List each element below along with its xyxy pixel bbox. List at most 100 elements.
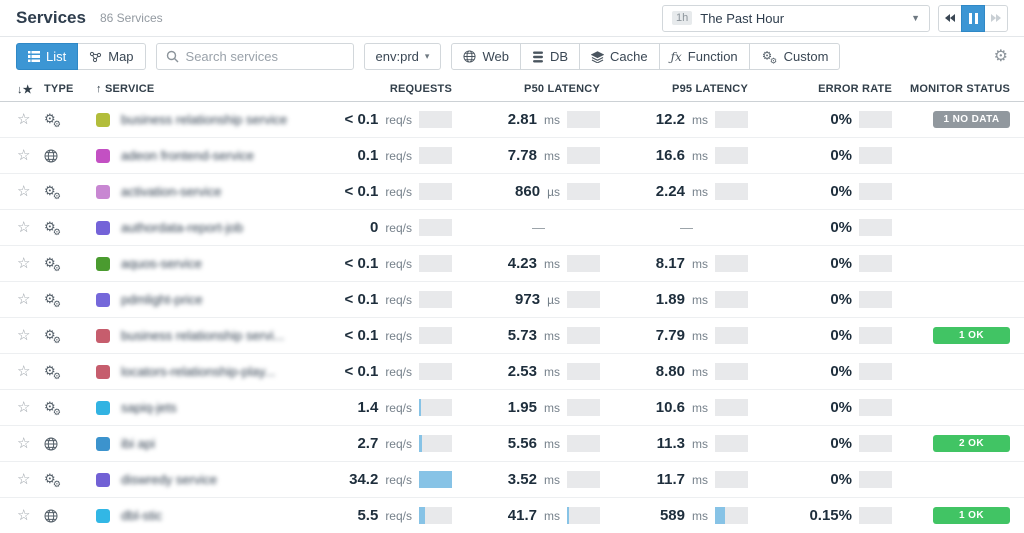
list-view-button[interactable]: List	[16, 43, 79, 70]
star-icon[interactable]: ☆	[17, 111, 31, 128]
map-view-button[interactable]: Map	[77, 43, 146, 70]
star-icon[interactable]: ☆	[17, 183, 31, 200]
service-name[interactable]: ibi api	[121, 436, 155, 451]
metric-value: 3.52	[507, 471, 537, 488]
pause-button[interactable]	[961, 4, 985, 32]
service-name[interactable]: activation-service	[121, 184, 222, 199]
service-name[interactable]: sapiq-jets	[121, 400, 177, 415]
search-icon	[166, 50, 179, 63]
column-favorite[interactable]: ↓★	[17, 83, 33, 96]
p50-latency-cell: 973 µs	[452, 291, 600, 308]
function-icon: ƒx	[670, 49, 682, 64]
metric-unit: ms	[692, 400, 708, 415]
filter-web-button[interactable]: Web	[451, 43, 521, 70]
star-icon[interactable]: ☆	[17, 471, 31, 488]
column-service[interactable]: ↑ SERVICE	[96, 83, 155, 95]
metric-unit: req/s	[385, 472, 412, 487]
service-cell[interactable]: ibi api	[96, 436, 300, 451]
service-name[interactable]: locators-relationship-play...	[121, 364, 276, 379]
service-cell[interactable]: diswredy service	[96, 472, 300, 487]
p95-latency-cell: 11.3 ms	[600, 435, 748, 452]
service-cell[interactable]: sapiq-jets	[96, 400, 300, 415]
search-input[interactable]	[185, 49, 344, 64]
table-row[interactable]: ☆ ⚙ ⚙ pdmlight-price < 0.1 req/s 973 µs 1.8…	[0, 282, 1024, 318]
metric-unit: req/s	[385, 292, 412, 307]
service-name[interactable]: pdmlight-price	[121, 292, 203, 307]
star-icon[interactable]: ☆	[17, 363, 31, 380]
table-row[interactable]: ☆ ⚙ ⚙ aquos-service < 0.1 req/s 4.23 ms 8.1…	[0, 246, 1024, 282]
table-row[interactable]: ☆ dbl-stic 5.5 req/s 41.7 ms 589 ms 0.15% 1…	[0, 498, 1024, 533]
table-row[interactable]: ☆ ⚙ ⚙ sapiq-jets 1.4 req/s 1.95 ms 10.6 ms 0…	[0, 390, 1024, 426]
metric-unit: ms	[544, 508, 560, 523]
star-icon[interactable]: ☆	[17, 255, 31, 272]
metric-sparkline	[567, 291, 600, 308]
star-icon[interactable]: ☆	[17, 147, 31, 164]
filter-db-button[interactable]: DB	[519, 43, 580, 70]
column-type[interactable]: TYPE	[44, 83, 74, 95]
column-monitor-status[interactable]: MONITOR STATUS	[910, 83, 1010, 95]
monitor-status-badge[interactable]: 1 OK	[933, 507, 1010, 524]
metric-unit: ms	[544, 400, 560, 415]
service-cell[interactable]: activation-service	[96, 184, 300, 199]
star-icon[interactable]: ☆	[17, 219, 31, 236]
settings-gear-icon[interactable]: ⚙	[993, 47, 1008, 65]
star-icon[interactable]: ☆	[17, 327, 31, 344]
time-back-button[interactable]	[938, 4, 962, 32]
service-name[interactable]: adeon frontend-service	[121, 148, 254, 163]
monitor-status-cell: 1 OK	[892, 327, 1024, 344]
metric-value: 41.7	[507, 507, 537, 524]
filter-db-label: DB	[549, 49, 568, 64]
column-p50-latency[interactable]: P50 LATENCY	[524, 83, 600, 95]
star-icon[interactable]: ☆	[17, 507, 31, 524]
column-error-rate[interactable]: ERROR RATE	[818, 83, 892, 95]
service-cell[interactable]: business relationship service	[96, 112, 300, 127]
star-icon[interactable]: ☆	[17, 435, 31, 452]
service-cell[interactable]: adeon frontend-service	[96, 148, 300, 163]
cogs-icon: ⚙ ⚙	[44, 110, 61, 129]
service-color-swatch	[96, 112, 110, 127]
favorite-cell: ☆	[0, 328, 44, 343]
metric-sparkline	[859, 399, 892, 416]
filter-custom-button[interactable]: ⚙ ⚙ Custom	[748, 43, 841, 70]
time-range-picker[interactable]: 1h The Past Hour ▼	[662, 4, 930, 32]
column-p95-latency[interactable]: P95 LATENCY	[672, 83, 748, 95]
service-name[interactable]: aquos-service	[121, 256, 202, 271]
table-row[interactable]: ☆ ⚙ ⚙ business relationship service < 0.1…	[0, 102, 1024, 138]
service-cell[interactable]: authordata-report-job	[96, 220, 300, 235]
filter-function-button[interactable]: ƒx Function	[658, 43, 750, 70]
p50-latency-cell: 7.78 ms	[452, 147, 600, 164]
table-row[interactable]: ☆ ⚙ ⚙ diswredy service 34.2 req/s 3.52 ms 1…	[0, 462, 1024, 498]
metric-value: 0%	[830, 147, 852, 164]
search-box[interactable]	[155, 43, 354, 70]
time-forward-button[interactable]	[984, 4, 1008, 32]
service-name[interactable]: business relationship service	[121, 112, 288, 127]
service-name[interactable]: diswredy service	[121, 472, 218, 487]
service-name[interactable]: business relationship servi...	[121, 328, 285, 343]
filter-cache-button[interactable]: Cache	[579, 43, 660, 70]
requests-cell: 34.2 req/s	[300, 471, 452, 488]
star-icon[interactable]: ☆	[17, 399, 31, 416]
service-name[interactable]: authordata-report-job	[121, 220, 244, 235]
service-cell[interactable]: dbl-stic	[96, 508, 300, 523]
table-row[interactable]: ☆ ibi api 2.7 req/s 5.56 ms 11.3 ms 0% 2 OK	[0, 426, 1024, 462]
column-requests[interactable]: REQUESTS	[389, 83, 452, 95]
table-row[interactable]: ☆ ⚙ ⚙ locators-relationship-play... < 0.1…	[0, 354, 1024, 390]
service-name[interactable]: dbl-stic	[121, 508, 163, 523]
star-icon[interactable]: ☆	[17, 291, 31, 308]
monitor-status-badge[interactable]: 1 NO DATA	[933, 111, 1010, 128]
service-cell[interactable]: aquos-service	[96, 256, 300, 271]
p95-latency-cell: 8.80 ms	[600, 363, 748, 380]
table-row[interactable]: ☆ adeon frontend-service 0.1 req/s 7.78 ms…	[0, 138, 1024, 174]
table-row[interactable]: ☆ ⚙ ⚙ activation-service < 0.1 req/s 860 µs…	[0, 174, 1024, 210]
table-row[interactable]: ☆ ⚙ ⚙ business relationship servi... < 0.…	[0, 318, 1024, 354]
requests-cell: 2.7 req/s	[300, 435, 452, 452]
service-cell[interactable]: locators-relationship-play...	[96, 364, 300, 379]
monitor-status-badge[interactable]: 1 OK	[933, 327, 1010, 344]
p50-latency-cell: 4.23 ms	[452, 255, 600, 272]
service-cell[interactable]: business relationship servi...	[96, 328, 300, 343]
service-cell[interactable]: pdmlight-price	[96, 292, 300, 307]
table-row[interactable]: ☆ ⚙ ⚙ authordata-report-job 0 req/s — — 0%	[0, 210, 1024, 246]
env-filter-dropdown[interactable]: env:prd ▾	[363, 43, 442, 70]
metric-value: 11.7	[656, 471, 685, 488]
monitor-status-badge[interactable]: 2 OK	[933, 435, 1010, 452]
